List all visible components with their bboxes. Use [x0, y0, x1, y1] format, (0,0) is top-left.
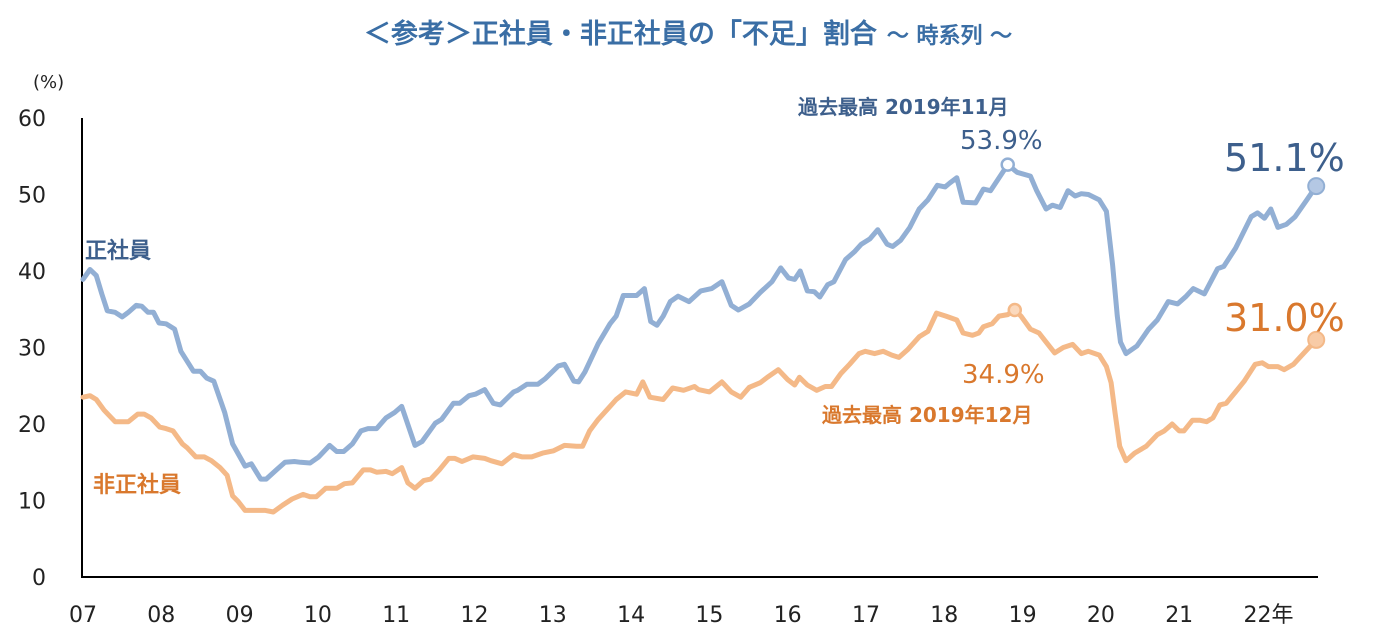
x-tick-label: 10 [304, 603, 332, 628]
nonregular-peak-value: 34.9% [962, 360, 1045, 390]
chart-title: ＜参考＞正社員・非正社員の「不足」割合 ～ 時系列 ～ [0, 12, 1376, 51]
nonregular-latest-value: 31.0% [1224, 296, 1345, 340]
x-tick-label: 12 [461, 603, 489, 628]
x-tick-label: 11 [382, 603, 410, 628]
y-tick-label: 50 [18, 184, 46, 209]
regular-employee-line [80, 162, 1319, 482]
x-tick-label: 16 [774, 603, 802, 628]
regular-peak-label: 過去最高 2019年11月 [798, 95, 1009, 119]
regular-latest-value: 51.1% [1224, 136, 1345, 180]
x-tick-label: 07 [69, 603, 97, 628]
y-tick-label: 30 [18, 337, 46, 362]
regular-peak-marker [1000, 157, 1015, 172]
y-tick-label: 40 [18, 260, 46, 285]
nonregular-peak-marker [1007, 302, 1023, 318]
x-tick-label: 22年 [1244, 603, 1294, 628]
y-tick-label: 20 [18, 413, 46, 438]
nonregular-latest-marker [1307, 330, 1326, 349]
x-tick-label: 14 [617, 603, 645, 628]
x-tick-label: 15 [695, 603, 723, 628]
regular-peak-value: 53.9% [960, 126, 1043, 156]
x-tick-label: 09 [226, 603, 254, 628]
x-tick-label: 08 [147, 603, 175, 628]
chart-title-sub: ～ 時系列 ～ [886, 24, 1013, 49]
y-tick-label: 0 [32, 566, 46, 591]
series-label-regular: 正社員 [85, 239, 152, 264]
nonregular-peak-label: 過去最高 2019年12月 [822, 403, 1033, 427]
x-tick-label: 13 [539, 603, 567, 628]
x-tick-label: 20 [1087, 603, 1115, 628]
y-tick-label: 10 [18, 490, 46, 515]
regular-latest-marker [1307, 177, 1326, 196]
y-axis-unit: (%) [33, 72, 65, 93]
y-tick-label: 60 [18, 107, 46, 132]
chart-title-main: ＜参考＞正社員・非正社員の「不足」割合 [363, 19, 877, 50]
nonregular-employee-line [80, 307, 1319, 515]
x-tick-label: 19 [1009, 603, 1037, 628]
x-tick-label: 18 [930, 603, 958, 628]
series-label-nonregular: 非正社員 [93, 473, 182, 498]
x-tick-label: 21 [1165, 603, 1193, 628]
x-tick-label: 17 [852, 603, 880, 628]
